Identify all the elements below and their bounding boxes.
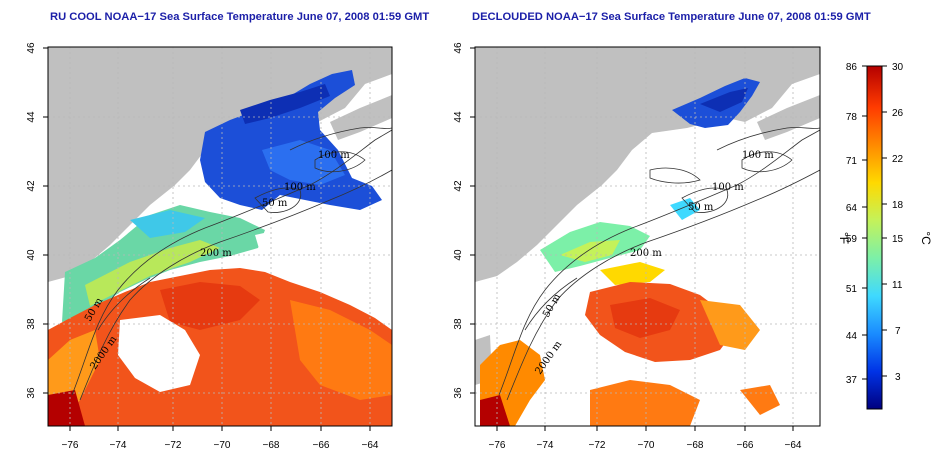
cloud	[118, 315, 200, 392]
x-tick-label: −76	[62, 440, 79, 451]
axis-ticks-left	[43, 47, 371, 431]
x-tick-label: −70	[214, 440, 231, 451]
colorbar-gradient	[866, 65, 883, 410]
celsius-unit-label: °C	[919, 231, 933, 245]
y-tick-label: 44	[453, 111, 464, 123]
axis-ticks-right	[470, 47, 794, 431]
cloud	[345, 280, 392, 312]
map-panel-left: 100 m 100 m 50 m 200 m 50 m 2000 m −76 −…	[26, 42, 393, 451]
celsius-tick-label: 11	[892, 280, 903, 291]
x-tick-label: −72	[589, 440, 606, 451]
x-axis-labels-left: −76 −74 −72 −70 −68 −66 −64	[62, 440, 379, 451]
y-tick-label: 38	[26, 318, 37, 330]
x-tick-label: −66	[737, 440, 754, 451]
y-tick-label: 42	[26, 180, 37, 192]
celsius-tick-label: 18	[892, 200, 904, 211]
bathymetry-contours	[71, 127, 392, 401]
fahrenheit-tick-label: 44	[846, 331, 858, 342]
celsius-tick-label: 30	[892, 62, 904, 73]
x-tick-label: −72	[165, 440, 182, 451]
y-tick-label: 42	[453, 180, 464, 192]
map-left-raster	[48, 47, 392, 426]
x-tick-label: −74	[537, 440, 554, 451]
contour-label: 50 m	[262, 198, 288, 209]
y-axis-labels-left: 36 38 40 42 44 46	[26, 42, 37, 399]
fahrenheit-tick-label: 86	[846, 62, 858, 73]
contour-label: 50 m	[688, 202, 714, 213]
fahrenheit-tick-label: 59	[846, 234, 858, 245]
colorbar-ticks	[862, 65, 887, 380]
graticule	[48, 47, 392, 426]
contour-label: 100 m	[742, 150, 774, 161]
bathymetry-contours	[498, 127, 820, 401]
y-tick-label: 40	[453, 249, 464, 261]
y-tick-label: 46	[26, 42, 37, 54]
celsius-tick-label: 26	[892, 108, 904, 119]
x-tick-label: −68	[687, 440, 704, 451]
y-tick-label: 36	[26, 387, 37, 399]
y-axis-labels-right: 36 38 40 42 44 46	[453, 42, 464, 399]
contour-label: 200 m	[200, 248, 232, 259]
x-tick-label: −64	[362, 440, 379, 451]
fahrenheit-tick-label: 71	[846, 156, 858, 167]
x-tick-label: −68	[263, 440, 280, 451]
land-mass	[330, 95, 392, 140]
contour-label: 200 m	[630, 248, 662, 259]
y-tick-label: 46	[453, 42, 464, 54]
contour-label: 100 m	[712, 182, 744, 193]
map-right-raster	[475, 47, 820, 426]
map-panel-right: 100 m 100 m 50 m 200 m 50 m 2000 m −76 −…	[453, 42, 821, 451]
celsius-tick-label: 15	[892, 234, 904, 245]
x-tick-label: −64	[785, 440, 802, 451]
fahrenheit-tick-label: 78	[846, 112, 858, 123]
y-tick-label: 38	[453, 318, 464, 330]
x-tick-label: −66	[313, 440, 330, 451]
map-left-frame	[47, 46, 393, 427]
fahrenheit-tick-label: 51	[846, 284, 858, 295]
celsius-tick-label: 7	[895, 326, 901, 337]
x-tick-label: −76	[489, 440, 506, 451]
celsius-tick-label: 22	[892, 154, 904, 165]
celsius-tick-label: 3	[895, 372, 901, 383]
panel-left-title: RU COOL NOAA−17 Sea Surface Temperature …	[50, 11, 430, 23]
contour-label: 100 m	[318, 150, 350, 161]
colorbar: 86 78 71 64 59 51 44 37 30 26 22 18 15 1…	[837, 62, 933, 410]
colorbar-fahrenheit-labels: 86 78 71 64 59 51 44 37	[846, 62, 858, 386]
graticule	[475, 47, 820, 426]
contour-label: 100 m	[284, 182, 316, 193]
cloud	[255, 225, 392, 270]
x-tick-label: −70	[638, 440, 655, 451]
land-mass	[757, 95, 820, 140]
panel-right-title: DECLOUDED NOAA−17 Sea Surface Temperatur…	[472, 11, 871, 23]
fahrenheit-tick-label: 64	[846, 203, 858, 214]
fahrenheit-unit-label: °F	[837, 232, 851, 244]
x-tick-label: −74	[110, 440, 127, 451]
colorbar-celsius-labels: 30 26 22 18 15 11 7 3	[892, 62, 904, 383]
y-tick-label: 40	[26, 249, 37, 261]
y-tick-label: 36	[453, 387, 464, 399]
x-axis-labels-right: −76 −74 −72 −70 −68 −66 −64	[489, 440, 802, 451]
map-right-frame	[474, 46, 821, 427]
y-tick-label: 44	[26, 111, 37, 123]
fahrenheit-tick-label: 37	[846, 375, 858, 386]
